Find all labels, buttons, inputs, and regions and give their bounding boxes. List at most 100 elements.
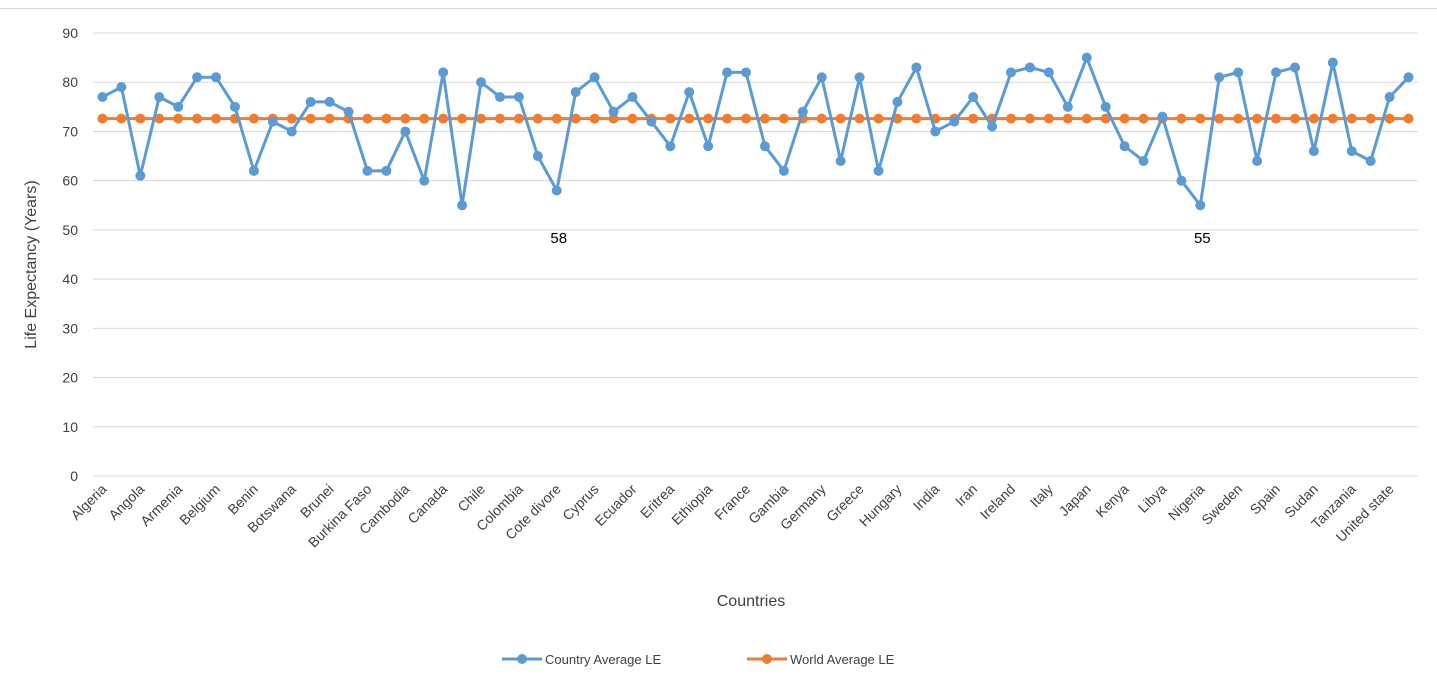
data-point (305, 113, 316, 124)
legend-swatch-marker (762, 654, 772, 664)
data-point (741, 67, 752, 78)
data-point (835, 155, 846, 166)
data-point (778, 113, 789, 124)
data-point (192, 72, 203, 83)
data-point (873, 165, 884, 176)
y-tick-label: 40 (62, 271, 78, 287)
data-point (1006, 67, 1017, 78)
data-point (192, 113, 203, 124)
data-point (665, 113, 676, 124)
data-point (494, 113, 505, 124)
data-point (1214, 113, 1225, 124)
data-point (286, 113, 297, 124)
series-lines (97, 52, 1414, 211)
data-point (608, 106, 619, 117)
data-point (627, 91, 638, 102)
data-point (457, 113, 468, 124)
data-point (987, 121, 998, 132)
data-point (1346, 113, 1357, 124)
data-point (911, 113, 922, 124)
data-point (759, 141, 770, 152)
data-point (438, 67, 449, 78)
x-tick-label: Belgium (176, 481, 223, 528)
data-point (343, 106, 354, 117)
data-point (438, 113, 449, 124)
data-point (173, 113, 184, 124)
data-point (494, 91, 505, 102)
data-point (400, 126, 411, 137)
data-point (513, 113, 524, 124)
data-point (135, 170, 146, 181)
data-point (419, 175, 430, 186)
data-point (1365, 155, 1376, 166)
data-point (1308, 146, 1319, 157)
data-point (759, 113, 770, 124)
data-point (1271, 113, 1282, 124)
data-point (1214, 72, 1225, 83)
data-point (551, 185, 562, 196)
y-tick-label: 30 (62, 320, 78, 336)
data-point (1119, 141, 1130, 152)
data-point (97, 91, 108, 102)
data-point (1024, 62, 1035, 73)
data-point (1271, 67, 1282, 78)
data-point (1403, 72, 1414, 83)
data-point (911, 62, 922, 73)
data-point (1346, 146, 1357, 157)
data-point (513, 91, 524, 102)
y-tick-label: 50 (62, 222, 78, 238)
legend-item: World Average LE (747, 652, 895, 667)
data-point (1138, 155, 1149, 166)
data-point (154, 91, 165, 102)
x-tick-label: Ecuador (591, 481, 639, 529)
data-point (381, 113, 392, 124)
data-point (1043, 67, 1054, 78)
x-tick-label: Iran (952, 481, 980, 509)
data-point (1384, 113, 1395, 124)
y-axis-ticks: 0 10 20 30 40 50 60 70 80 90 (62, 25, 78, 484)
y-tick-label: 70 (62, 123, 78, 139)
data-point (930, 126, 941, 137)
data-point (816, 72, 827, 83)
data-point (816, 113, 827, 124)
y-tick-label: 60 (62, 173, 78, 189)
data-point (684, 113, 695, 124)
data-point (324, 96, 335, 107)
data-point (1157, 111, 1168, 122)
data-point (211, 113, 222, 124)
data-point (570, 113, 581, 124)
data-point (722, 113, 733, 124)
data-point (949, 116, 960, 127)
legend-swatch-marker (517, 654, 527, 664)
series-world-average-le (97, 113, 1414, 124)
data-point (1384, 91, 1395, 102)
legend: Country Average LE World Average LE (502, 652, 895, 667)
data-point (1081, 113, 1092, 124)
data-point (1195, 113, 1206, 124)
x-tick-label: India (910, 481, 943, 514)
y-tick-label: 80 (62, 74, 78, 90)
x-tick-label: Sweden (1198, 481, 1245, 528)
chart-top-border (0, 8, 1437, 9)
data-point (1308, 113, 1319, 124)
data-point (627, 113, 638, 124)
legend-label: World Average LE (790, 652, 895, 667)
data-point (1176, 175, 1187, 186)
x-tick-label: Hungary (856, 481, 905, 530)
data-point (570, 87, 581, 98)
data-point (173, 101, 184, 112)
data-point (1403, 113, 1414, 124)
y-tick-label: 10 (62, 419, 78, 435)
data-point (835, 113, 846, 124)
y-tick-label: 20 (62, 370, 78, 386)
data-point (116, 82, 127, 93)
data-point (419, 113, 430, 124)
data-point (1081, 52, 1092, 63)
data-point (476, 113, 487, 124)
data-point (1327, 113, 1338, 124)
series-country-average-le (97, 52, 1414, 211)
data-point (305, 96, 316, 107)
y-axis-title: Life Expectancy (Years) (23, 180, 40, 348)
data-point (797, 106, 808, 117)
data-point (854, 113, 865, 124)
